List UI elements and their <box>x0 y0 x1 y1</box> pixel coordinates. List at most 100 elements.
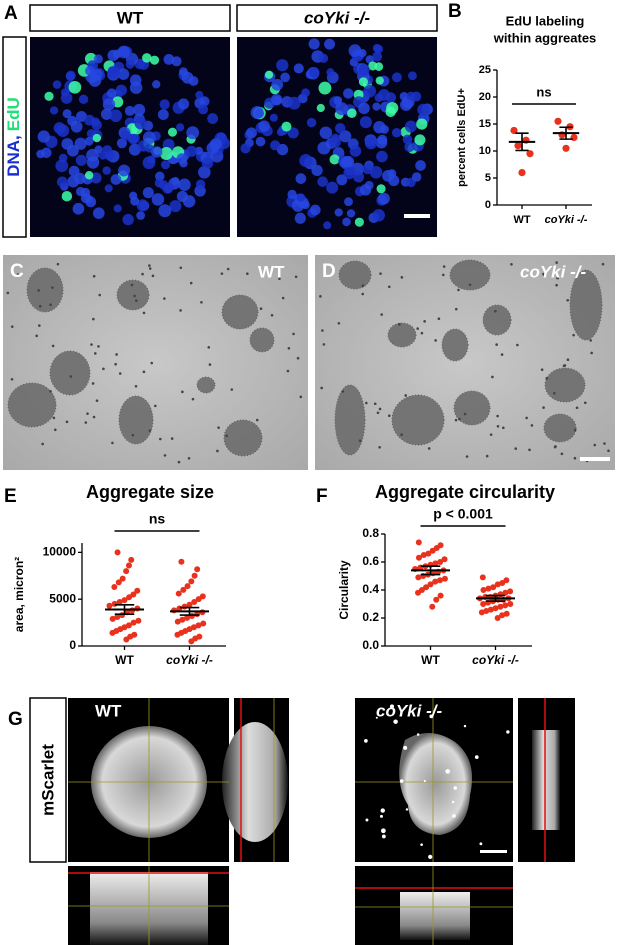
nucleus <box>62 109 72 119</box>
nucleus <box>358 102 370 115</box>
nucleus <box>125 59 135 69</box>
nucleus <box>375 76 384 85</box>
nucleus <box>195 179 206 189</box>
speck <box>381 834 386 839</box>
nucleus <box>359 116 372 129</box>
nucleus <box>107 49 119 62</box>
nucleus <box>417 103 430 116</box>
nucleus <box>37 130 50 143</box>
single-cell <box>191 397 195 401</box>
nucleus <box>276 59 289 72</box>
data-point <box>487 606 494 613</box>
single-cell <box>404 394 408 397</box>
single-cell <box>463 412 467 416</box>
scale-bar <box>480 850 507 853</box>
data-point <box>130 619 137 626</box>
single-cell <box>37 289 40 292</box>
aggregate <box>399 732 473 835</box>
nucleus <box>84 136 94 146</box>
single-cell <box>562 364 566 368</box>
single-cell <box>365 401 368 405</box>
single-cell <box>163 454 167 457</box>
nucleus <box>100 108 113 120</box>
data-point <box>503 610 510 617</box>
column-header: coYki -/- <box>304 8 370 27</box>
nucleus <box>349 145 362 157</box>
data-point <box>174 631 181 638</box>
panel-label: F <box>316 486 328 507</box>
nucleus <box>245 127 257 139</box>
single-cell <box>207 346 211 349</box>
nucleus <box>329 154 340 165</box>
single-cell <box>200 300 203 304</box>
single-cell <box>542 272 545 276</box>
nucleus <box>343 167 356 180</box>
speck <box>429 714 434 719</box>
nucleus <box>391 127 402 138</box>
data-point <box>106 602 113 609</box>
data-point <box>437 559 444 565</box>
single-cell <box>454 418 458 422</box>
data-point <box>191 598 198 605</box>
nucleus <box>160 160 171 170</box>
data-point <box>480 601 487 607</box>
data-point <box>121 597 128 604</box>
data-point <box>507 588 514 595</box>
single-cell <box>287 346 291 350</box>
aggregate <box>334 384 366 456</box>
data-point <box>181 603 188 610</box>
speck <box>453 786 458 790</box>
single-cell <box>142 370 146 374</box>
genotype-label: coYki -/- <box>520 262 586 281</box>
nucleus <box>342 217 351 227</box>
nucleus <box>346 209 356 218</box>
data-point <box>432 578 439 585</box>
nucleus <box>61 138 74 150</box>
single-cell <box>496 425 500 428</box>
nucleus <box>85 65 96 76</box>
nucleus <box>75 110 87 122</box>
speck <box>474 755 479 759</box>
nucleus <box>133 103 146 116</box>
y-tick-label: 5 <box>485 172 491 184</box>
single-cell <box>553 391 556 395</box>
single-cell <box>38 324 41 327</box>
nucleus <box>117 45 131 59</box>
single-cell <box>434 339 437 342</box>
speck <box>380 828 386 834</box>
speck <box>423 780 426 783</box>
chart-title: Aggregate circularity <box>375 482 555 502</box>
single-cell <box>84 421 88 424</box>
single-cell <box>97 345 100 348</box>
data-point <box>436 577 443 584</box>
single-cell <box>148 267 152 270</box>
single-cell <box>361 292 365 296</box>
nucleus <box>136 199 149 212</box>
speck <box>506 730 510 734</box>
nucleus <box>124 105 135 116</box>
nucleus <box>88 74 102 87</box>
data-point <box>135 617 142 624</box>
nucleus <box>55 159 69 173</box>
y-tick-label: 10000 <box>43 545 77 559</box>
single-cell <box>540 368 544 371</box>
single-cell <box>398 323 401 326</box>
scale-bar <box>404 214 430 218</box>
nucleus <box>198 165 211 179</box>
nucleus <box>416 118 428 130</box>
data-point <box>441 575 448 582</box>
data-point <box>186 601 193 608</box>
nucleus <box>72 202 85 215</box>
single-cell <box>457 288 460 292</box>
aggregate <box>543 413 577 443</box>
nucleus <box>250 106 264 119</box>
single-cell <box>378 407 382 411</box>
nucleus <box>415 160 426 171</box>
nucleus <box>104 184 113 193</box>
single-cell <box>148 264 151 267</box>
single-cell <box>554 445 557 448</box>
nucleus <box>206 142 219 155</box>
nucleus <box>354 217 364 227</box>
single-cell <box>270 313 274 317</box>
data-point <box>134 587 141 594</box>
